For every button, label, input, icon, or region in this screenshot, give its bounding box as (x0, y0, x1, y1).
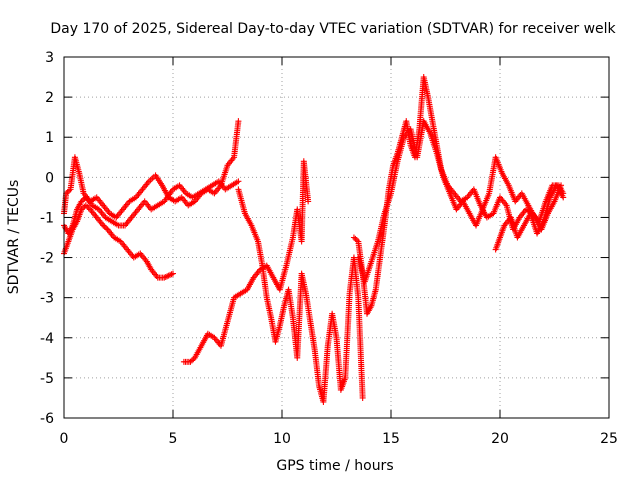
data-point (359, 394, 366, 401)
y-tick-label: -6 (40, 411, 54, 427)
data-point (170, 270, 176, 277)
x-tick-label: 10 (273, 431, 291, 447)
data-point (235, 178, 242, 185)
data-series (61, 202, 176, 281)
data-series (355, 118, 565, 285)
data-point (305, 198, 312, 205)
y-tick-label: 3 (45, 50, 54, 66)
y-tick-label: 1 (45, 130, 54, 146)
data-series (180, 158, 312, 365)
data-point (560, 194, 567, 201)
y-tick-label: -2 (40, 251, 54, 267)
data-series (492, 182, 567, 253)
data-marks (61, 74, 567, 405)
y-tick-label: 2 (45, 90, 54, 106)
y-tick-label: -4 (40, 331, 54, 347)
tick-labels: 0 5 10 15 20 25 -6 -5 -4 -3 -2 -1 0 1 2 3 (40, 50, 618, 447)
x-tick-label: 0 (60, 431, 69, 447)
chart-title: Day 170 of 2025, Sidereal Day-to-day VTE… (50, 21, 616, 37)
plot-frame (63, 56, 610, 419)
y-tick-label: -3 (40, 291, 54, 307)
data-series (61, 118, 242, 221)
x-tick-label: 15 (382, 431, 400, 447)
x-tick-label: 25 (600, 431, 618, 447)
data-point (235, 118, 242, 125)
y-tick-label: -5 (40, 371, 54, 387)
data-series (235, 186, 366, 405)
x-tick-label: 5 (169, 431, 178, 447)
y-axis-label: SDTVAR / TECUs (6, 180, 22, 295)
x-axis-label: GPS time / hours (276, 458, 393, 474)
x-tick-label: 20 (491, 431, 509, 447)
y-tick-label: 0 (45, 170, 54, 186)
y-tick-label: -1 (40, 210, 54, 226)
